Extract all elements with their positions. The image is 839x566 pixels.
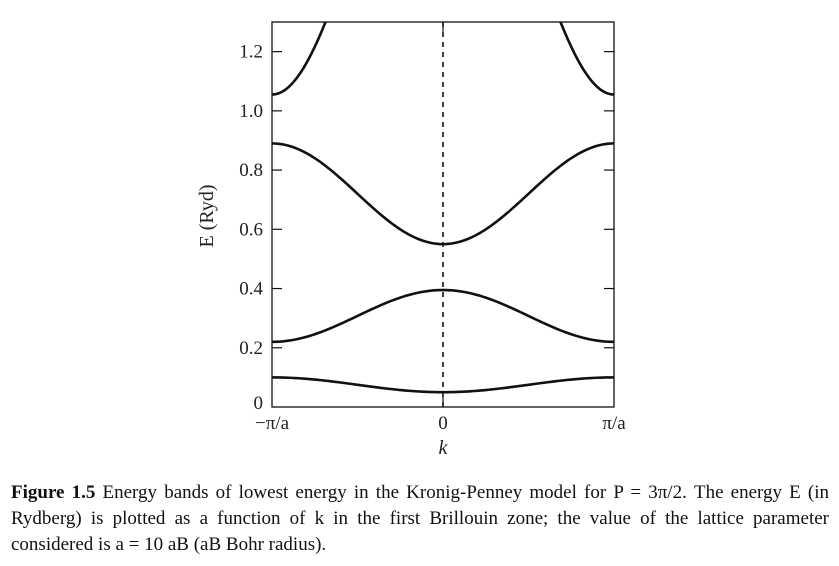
y-tick-label: 1.2: [239, 42, 263, 63]
x-tick-label: 0: [438, 413, 448, 434]
y-tick-label: 0: [254, 393, 264, 414]
energy-band-1-line: [272, 376, 614, 394]
x-tick-label: −π/a: [255, 413, 290, 434]
labels-group: k E (Ryd): [196, 184, 449, 459]
band-structure-chart: 00.20.40.60.81.01.2−π/a 0 π/a k E (Ryd): [196, 21, 626, 459]
y-tick-label: 1.0: [239, 101, 263, 122]
x-tick-label: π/a: [602, 413, 626, 434]
ticks-group: 00.20.40.60.81.01.2−π/a 0 π/a: [239, 22, 626, 434]
caption-figure-label: Figure 1.5: [11, 482, 96, 503]
figure-caption: Figure 1.5 Energy bands of lowest energy…: [11, 480, 829, 558]
plot-frame-group: [271, 21, 615, 408]
energy-band-2-line: [272, 288, 614, 344]
y-tick-label: 0.8: [239, 160, 263, 181]
curves-group: [272, 22, 614, 394]
y-tick-label: 0.2: [239, 338, 263, 359]
x-axis-label: k: [439, 437, 449, 459]
caption-text: Energy bands of lowest energy in the Kro…: [11, 482, 829, 555]
y-tick-label: 0.4: [239, 279, 263, 300]
energy-band-3-line: [272, 142, 614, 246]
y-tick-label: 0.6: [239, 219, 263, 240]
energy-band-4-line: [272, 22, 614, 96]
y-axis-label: E (Ryd): [196, 184, 218, 247]
